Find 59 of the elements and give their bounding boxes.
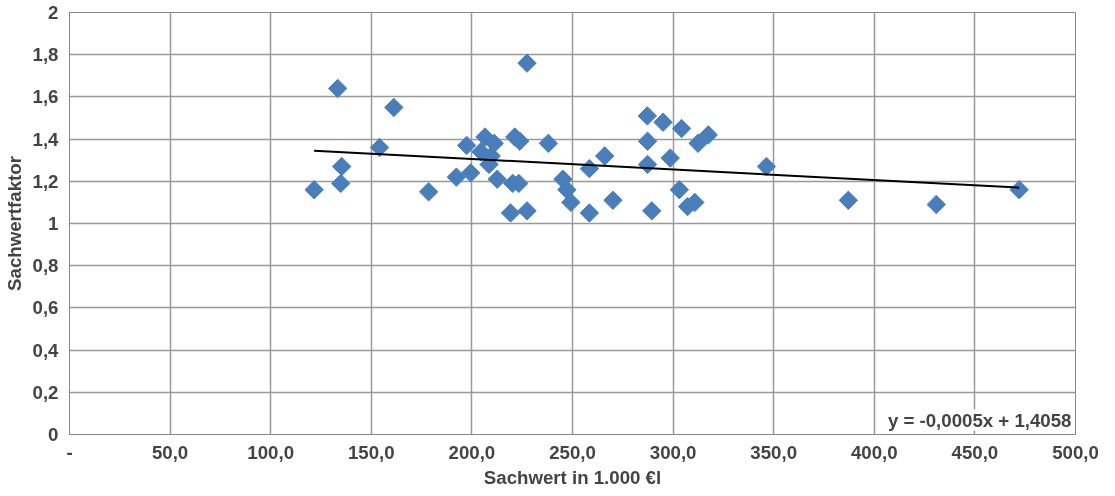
point	[756, 156, 777, 177]
point	[669, 180, 690, 200]
y-tick-label: 1,6	[32, 86, 59, 108]
point	[637, 131, 658, 151]
x-tick-label: 500,0	[1052, 441, 1099, 463]
point	[304, 180, 324, 200]
point	[517, 53, 537, 73]
point	[418, 182, 439, 202]
y-tick-label: 0,8	[32, 255, 59, 277]
point	[561, 192, 581, 213]
annotation: y = -0,0005x + 1,4058	[887, 409, 1072, 431]
point	[595, 146, 615, 166]
x-tick-label: -	[66, 441, 73, 463]
y-tick-label: 1	[48, 213, 59, 234]
y-tick-label: 0,6	[32, 297, 59, 319]
point	[510, 131, 530, 151]
x-tick-label: 300,0	[649, 441, 697, 463]
point	[579, 203, 600, 223]
point	[456, 135, 477, 156]
y-tick-label: 0	[48, 424, 59, 445]
point	[557, 180, 577, 200]
x-tick-label: 450,0	[951, 441, 999, 463]
point	[653, 112, 673, 132]
y-tick-label: 2	[48, 2, 59, 23]
x-tick-label: 150,0	[347, 441, 395, 463]
point	[637, 106, 658, 126]
point	[698, 125, 718, 145]
y-tick-label: 1,8	[32, 44, 59, 66]
point	[926, 194, 946, 215]
point	[487, 169, 507, 189]
x-axis-title: Sachwert in 1.000 €l	[483, 466, 662, 488]
y-tick-label: 0,4	[32, 339, 60, 361]
point	[838, 190, 859, 210]
point	[517, 201, 537, 221]
point	[603, 190, 623, 210]
x-tick-label: 350,0	[750, 441, 798, 463]
point	[642, 201, 662, 221]
x-tick-label: 400,0	[850, 441, 898, 463]
x-tick-label: 250,0	[549, 441, 596, 463]
point	[384, 97, 404, 118]
point	[446, 167, 467, 187]
point	[671, 118, 692, 139]
point	[660, 148, 680, 168]
y-tick-label: 1,4	[32, 128, 60, 150]
y-axis-title: Sachwertfaktor	[3, 156, 25, 291]
x-tick-label: 200,0	[448, 441, 496, 463]
y-tick-label: 1,2	[32, 170, 59, 192]
x-tick-label: 100,0	[247, 441, 295, 463]
point	[461, 163, 481, 183]
point	[369, 137, 390, 158]
point	[538, 133, 559, 154]
point	[500, 203, 521, 223]
point	[688, 133, 708, 154]
x-tick-label: 50,0	[151, 441, 189, 463]
y-tick-label: 0,2	[32, 381, 59, 403]
point	[328, 78, 348, 99]
point	[1009, 180, 1029, 200]
point	[331, 173, 351, 194]
point	[332, 156, 352, 177]
